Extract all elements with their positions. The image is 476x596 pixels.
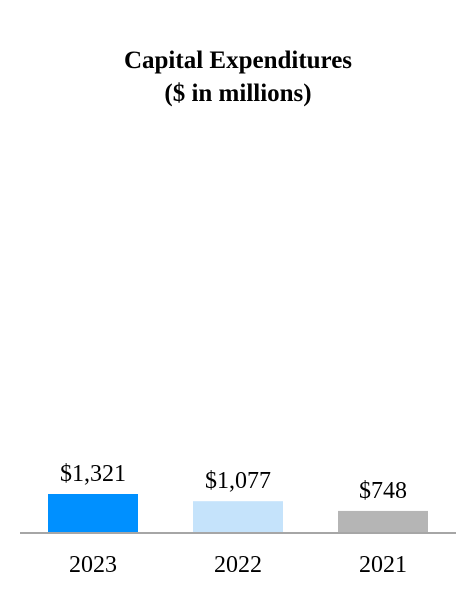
bar-2023 (48, 494, 138, 533)
chart-title: Capital Expenditures (123, 47, 353, 74)
bars-group (48, 494, 428, 533)
value-label-2023: $1,321 (60, 461, 126, 487)
tick-label-2022: 2022 (214, 552, 262, 578)
tick-label-2021: 2021 (359, 552, 407, 578)
chart-subtitle: ($ in millions) (164, 80, 312, 107)
value-labels-group: $1,321 $1,077 $748 (60, 461, 407, 504)
tick-labels-group: 2023 2022 2021 (69, 552, 407, 578)
bar-2022 (193, 501, 283, 533)
tick-label-2023: 2023 (69, 552, 117, 578)
value-label-2021: $748 (359, 478, 407, 504)
chart-title-block: Capital Expenditures ($ in millions) (0, 44, 476, 110)
value-label-2022: $1,077 (205, 468, 271, 494)
bar-2021 (338, 510, 428, 533)
